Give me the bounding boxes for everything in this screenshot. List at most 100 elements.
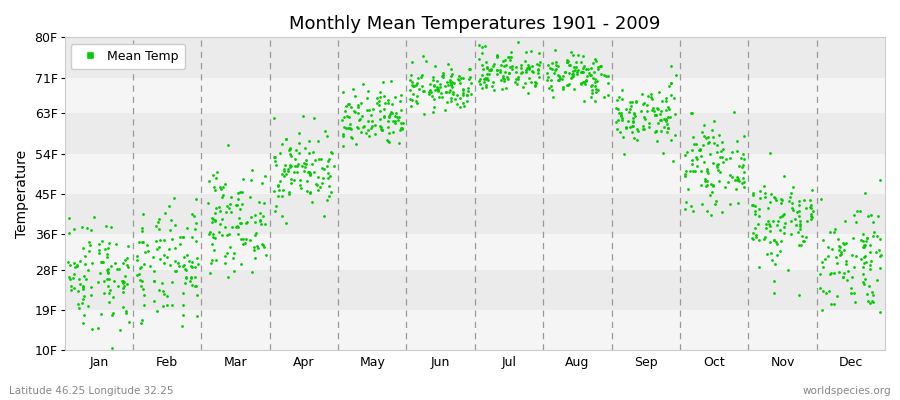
Point: [290, 163, 304, 169]
Point: [233, 261, 248, 267]
Point: [248, 219, 262, 225]
Point: [853, 237, 868, 243]
Point: [208, 217, 222, 223]
Point: [104, 224, 118, 231]
Point: [730, 138, 744, 144]
Point: [101, 245, 115, 252]
Point: [796, 238, 810, 244]
Point: [744, 235, 759, 241]
Point: [100, 254, 114, 260]
Point: [248, 232, 262, 238]
Point: [706, 134, 720, 140]
Point: [284, 152, 299, 159]
Point: [816, 236, 831, 243]
Point: [472, 42, 486, 48]
Point: [344, 134, 358, 140]
Point: [706, 140, 721, 147]
Point: [63, 286, 77, 293]
Point: [245, 167, 259, 173]
Point: [553, 74, 567, 81]
Point: [243, 237, 257, 244]
Point: [636, 122, 651, 129]
Point: [661, 129, 675, 136]
Point: [618, 124, 633, 130]
Point: [520, 62, 535, 68]
Point: [186, 213, 201, 220]
Point: [300, 178, 314, 184]
Point: [803, 196, 817, 203]
Point: [440, 78, 454, 85]
Point: [578, 81, 592, 88]
Point: [151, 219, 166, 226]
Point: [388, 118, 402, 124]
Point: [293, 185, 308, 192]
Point: [381, 97, 395, 104]
Point: [793, 218, 807, 224]
Point: [180, 252, 194, 258]
Point: [636, 126, 651, 132]
Point: [853, 256, 868, 262]
Point: [105, 310, 120, 316]
Point: [824, 269, 838, 276]
Point: [644, 90, 659, 97]
Point: [67, 260, 81, 266]
Point: [269, 162, 284, 168]
Point: [560, 56, 574, 63]
Point: [404, 79, 419, 85]
Point: [157, 259, 171, 266]
Point: [302, 190, 317, 196]
Point: [775, 213, 789, 219]
Point: [184, 274, 198, 281]
Point: [518, 80, 532, 86]
Point: [176, 263, 190, 270]
Point: [283, 164, 297, 170]
Point: [311, 156, 326, 162]
Point: [788, 222, 803, 228]
Point: [100, 251, 114, 258]
Point: [382, 114, 397, 120]
Point: [473, 76, 488, 82]
Point: [152, 237, 166, 244]
Point: [735, 175, 750, 181]
Point: [426, 74, 440, 80]
Point: [95, 238, 110, 245]
Point: [179, 274, 194, 281]
Point: [374, 126, 389, 133]
Point: [752, 206, 766, 212]
Point: [560, 82, 574, 88]
Point: [700, 178, 715, 184]
Point: [700, 140, 715, 146]
Point: [233, 206, 248, 212]
Point: [360, 95, 374, 101]
Point: [132, 239, 147, 245]
Point: [686, 168, 700, 175]
Point: [463, 65, 477, 72]
Point: [794, 242, 808, 248]
Point: [453, 104, 467, 110]
Point: [429, 84, 444, 90]
Point: [274, 213, 289, 219]
Point: [764, 191, 778, 198]
Point: [374, 126, 388, 132]
Point: [452, 77, 466, 83]
Point: [839, 240, 853, 247]
Point: [562, 62, 576, 68]
Point: [566, 73, 580, 80]
Point: [837, 270, 851, 277]
Point: [634, 107, 648, 114]
Point: [384, 100, 399, 107]
Point: [556, 84, 571, 90]
Point: [153, 256, 167, 262]
Point: [78, 276, 93, 282]
Point: [565, 70, 580, 77]
Point: [664, 62, 679, 69]
Point: [558, 69, 572, 76]
Point: [346, 86, 360, 92]
Point: [430, 78, 445, 84]
Point: [791, 202, 806, 208]
Point: [81, 302, 95, 309]
Point: [93, 269, 107, 276]
Point: [508, 79, 522, 85]
Point: [650, 105, 664, 112]
Point: [499, 85, 513, 92]
